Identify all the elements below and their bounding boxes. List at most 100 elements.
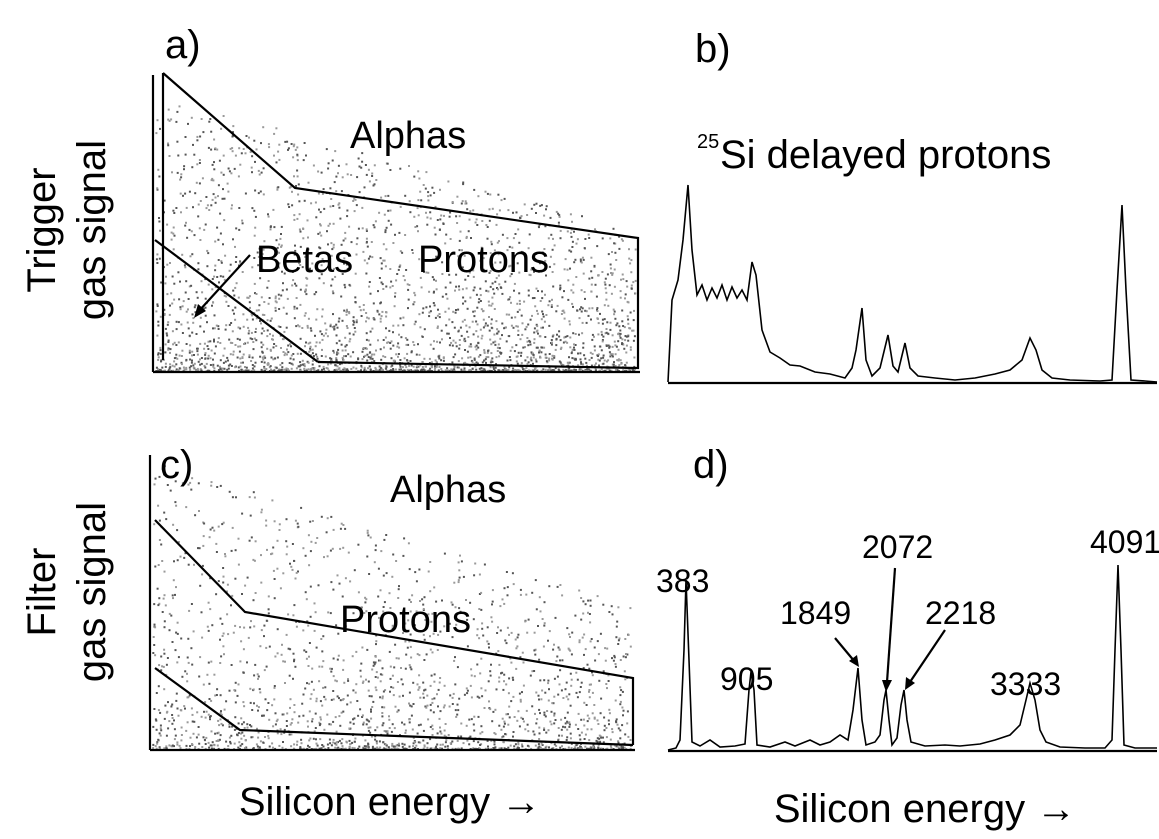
dot — [458, 697, 461, 700]
dot — [379, 366, 382, 369]
dot — [487, 290, 490, 293]
dot — [615, 636, 618, 639]
dot — [194, 514, 197, 517]
dot — [189, 745, 191, 748]
dot — [516, 310, 519, 313]
dot — [429, 747, 432, 750]
dot — [313, 602, 316, 605]
dot — [299, 303, 302, 306]
dot — [284, 352, 287, 355]
dot — [423, 270, 425, 273]
dot — [367, 726, 370, 729]
dot — [584, 733, 587, 736]
dot — [305, 657, 308, 660]
dot — [243, 705, 246, 708]
dot — [344, 613, 347, 616]
dot — [362, 680, 365, 683]
dot — [238, 228, 241, 231]
dot — [295, 185, 297, 187]
dot — [294, 249, 297, 252]
dot — [405, 366, 408, 369]
dot — [527, 294, 530, 297]
dot — [319, 330, 322, 333]
dot — [630, 287, 633, 290]
dot — [364, 596, 367, 599]
dot — [232, 125, 235, 128]
dot — [581, 332, 584, 335]
dot — [557, 739, 560, 742]
dot — [448, 622, 451, 625]
dot — [243, 727, 246, 729]
dot — [267, 702, 270, 704]
dot — [497, 193, 500, 196]
dot — [608, 712, 611, 715]
dot — [401, 721, 403, 724]
dot — [477, 346, 480, 349]
dot — [397, 324, 400, 327]
dot — [611, 657, 613, 660]
dot — [412, 681, 415, 684]
dot — [361, 206, 364, 209]
dot — [311, 348, 314, 351]
dot — [299, 245, 302, 248]
dot — [566, 627, 569, 630]
dot — [412, 303, 415, 306]
dot — [566, 736, 569, 739]
dot — [163, 688, 166, 691]
dot — [439, 743, 442, 746]
dot — [308, 655, 310, 658]
dot — [627, 318, 630, 321]
dot — [184, 552, 187, 555]
dot — [377, 595, 380, 598]
dot — [609, 263, 612, 266]
dot — [293, 704, 296, 706]
dot — [289, 357, 292, 360]
dot — [601, 318, 604, 321]
dot — [418, 258, 421, 261]
dot — [383, 706, 386, 709]
dot — [293, 660, 295, 663]
dot — [605, 298, 608, 301]
dot — [625, 361, 628, 364]
dot — [573, 230, 575, 233]
dot — [422, 608, 425, 610]
dot — [353, 197, 356, 200]
dot — [479, 259, 482, 262]
dot — [549, 255, 552, 258]
dot — [184, 192, 187, 195]
dot — [350, 174, 353, 176]
dot — [255, 148, 258, 151]
dot — [186, 236, 189, 239]
dot — [190, 365, 193, 368]
dot — [216, 226, 219, 229]
dot — [423, 357, 426, 360]
dot — [544, 225, 547, 228]
region-outline — [154, 239, 319, 363]
dot — [260, 332, 263, 335]
dot — [227, 745, 230, 747]
dot — [375, 689, 378, 692]
dot — [593, 717, 596, 720]
dot — [184, 224, 187, 227]
dot — [252, 558, 255, 561]
dot — [307, 368, 310, 371]
dot — [178, 354, 181, 357]
dot — [258, 746, 261, 749]
dot — [295, 284, 298, 287]
dot — [211, 304, 213, 307]
dot — [600, 333, 603, 336]
dot — [319, 747, 322, 750]
dot — [435, 600, 438, 603]
dot — [626, 710, 629, 713]
dot — [496, 241, 499, 244]
dot — [544, 691, 547, 694]
dot — [582, 718, 585, 721]
dot — [215, 694, 218, 696]
dot — [476, 628, 479, 631]
dot — [484, 747, 487, 750]
dot — [426, 216, 429, 219]
dot — [600, 357, 603, 360]
dot — [317, 260, 320, 263]
dot — [292, 358, 295, 361]
dot — [391, 674, 394, 677]
